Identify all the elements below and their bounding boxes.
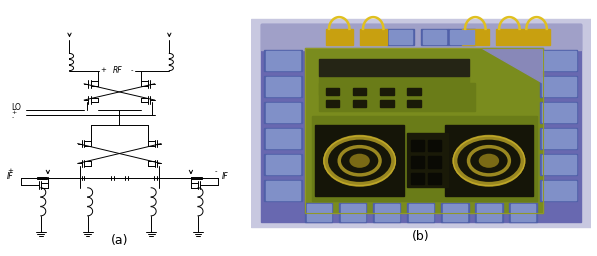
Bar xyxy=(319,83,475,111)
Text: -: - xyxy=(131,67,133,73)
Text: +: + xyxy=(100,67,106,73)
Bar xyxy=(264,76,301,97)
Bar xyxy=(264,180,301,201)
Bar xyxy=(496,29,523,45)
Bar xyxy=(339,203,367,222)
Bar xyxy=(441,203,469,222)
Text: -: - xyxy=(215,168,217,174)
Bar xyxy=(540,102,577,123)
Bar xyxy=(540,128,577,149)
Bar xyxy=(407,133,448,187)
Bar xyxy=(387,29,414,45)
Bar xyxy=(423,30,447,44)
Bar xyxy=(407,100,421,106)
Bar xyxy=(325,29,353,45)
Bar xyxy=(266,155,300,174)
Bar xyxy=(540,50,577,71)
Bar xyxy=(305,48,543,212)
Text: -: - xyxy=(12,116,14,121)
Bar xyxy=(266,103,300,122)
Bar xyxy=(264,102,301,123)
Bar xyxy=(319,59,469,76)
Bar xyxy=(541,51,576,70)
Bar xyxy=(261,24,581,222)
Bar xyxy=(266,51,300,70)
Bar xyxy=(37,177,47,179)
Bar xyxy=(373,203,401,222)
Bar xyxy=(192,177,202,179)
Bar xyxy=(448,29,475,45)
Bar xyxy=(411,173,424,184)
Bar xyxy=(380,88,393,95)
Bar xyxy=(353,100,367,106)
Bar xyxy=(407,203,435,222)
Text: +: + xyxy=(7,168,13,174)
Bar xyxy=(353,88,367,95)
Bar xyxy=(541,129,576,148)
Bar xyxy=(389,30,413,44)
Text: RF: RF xyxy=(112,66,122,75)
Bar xyxy=(341,204,365,221)
Polygon shape xyxy=(482,48,543,83)
Bar xyxy=(407,88,421,95)
Bar xyxy=(475,203,503,222)
Bar xyxy=(541,155,576,174)
Bar xyxy=(443,204,467,221)
Bar xyxy=(509,203,537,222)
Bar xyxy=(305,203,333,222)
Bar xyxy=(359,29,387,45)
Bar xyxy=(541,103,576,122)
Bar xyxy=(266,77,300,96)
Bar xyxy=(409,204,433,221)
Bar xyxy=(427,156,441,168)
Bar xyxy=(427,140,441,151)
Bar xyxy=(312,116,537,201)
Bar xyxy=(375,204,399,221)
Bar xyxy=(411,140,424,151)
Bar xyxy=(540,76,577,97)
Bar xyxy=(325,88,339,95)
Bar xyxy=(541,77,576,96)
Bar xyxy=(251,19,591,227)
Bar xyxy=(477,204,501,221)
Bar xyxy=(511,204,535,221)
Bar xyxy=(461,29,489,45)
Bar xyxy=(427,173,441,184)
Text: (a): (a) xyxy=(110,234,128,247)
Bar xyxy=(264,50,301,71)
Text: LO: LO xyxy=(12,103,21,112)
Text: (b): (b) xyxy=(412,230,430,243)
Bar xyxy=(540,154,577,175)
Bar xyxy=(523,29,550,45)
Bar xyxy=(266,129,300,148)
Bar xyxy=(445,125,533,196)
Bar xyxy=(450,30,473,44)
Bar xyxy=(264,154,301,175)
Bar xyxy=(411,156,424,168)
Bar xyxy=(540,180,577,201)
Bar xyxy=(305,48,543,212)
Bar xyxy=(266,181,300,200)
Bar xyxy=(541,181,576,200)
Circle shape xyxy=(349,154,370,168)
Text: IF: IF xyxy=(7,172,14,181)
Bar xyxy=(421,29,448,45)
Text: +: + xyxy=(12,110,17,115)
Text: IF: IF xyxy=(221,172,228,181)
Bar xyxy=(380,100,393,106)
Bar xyxy=(319,76,469,95)
Circle shape xyxy=(479,154,499,168)
Bar xyxy=(325,100,339,106)
Bar xyxy=(307,204,331,221)
Bar xyxy=(261,24,581,50)
Bar xyxy=(315,125,404,196)
Bar xyxy=(264,128,301,149)
